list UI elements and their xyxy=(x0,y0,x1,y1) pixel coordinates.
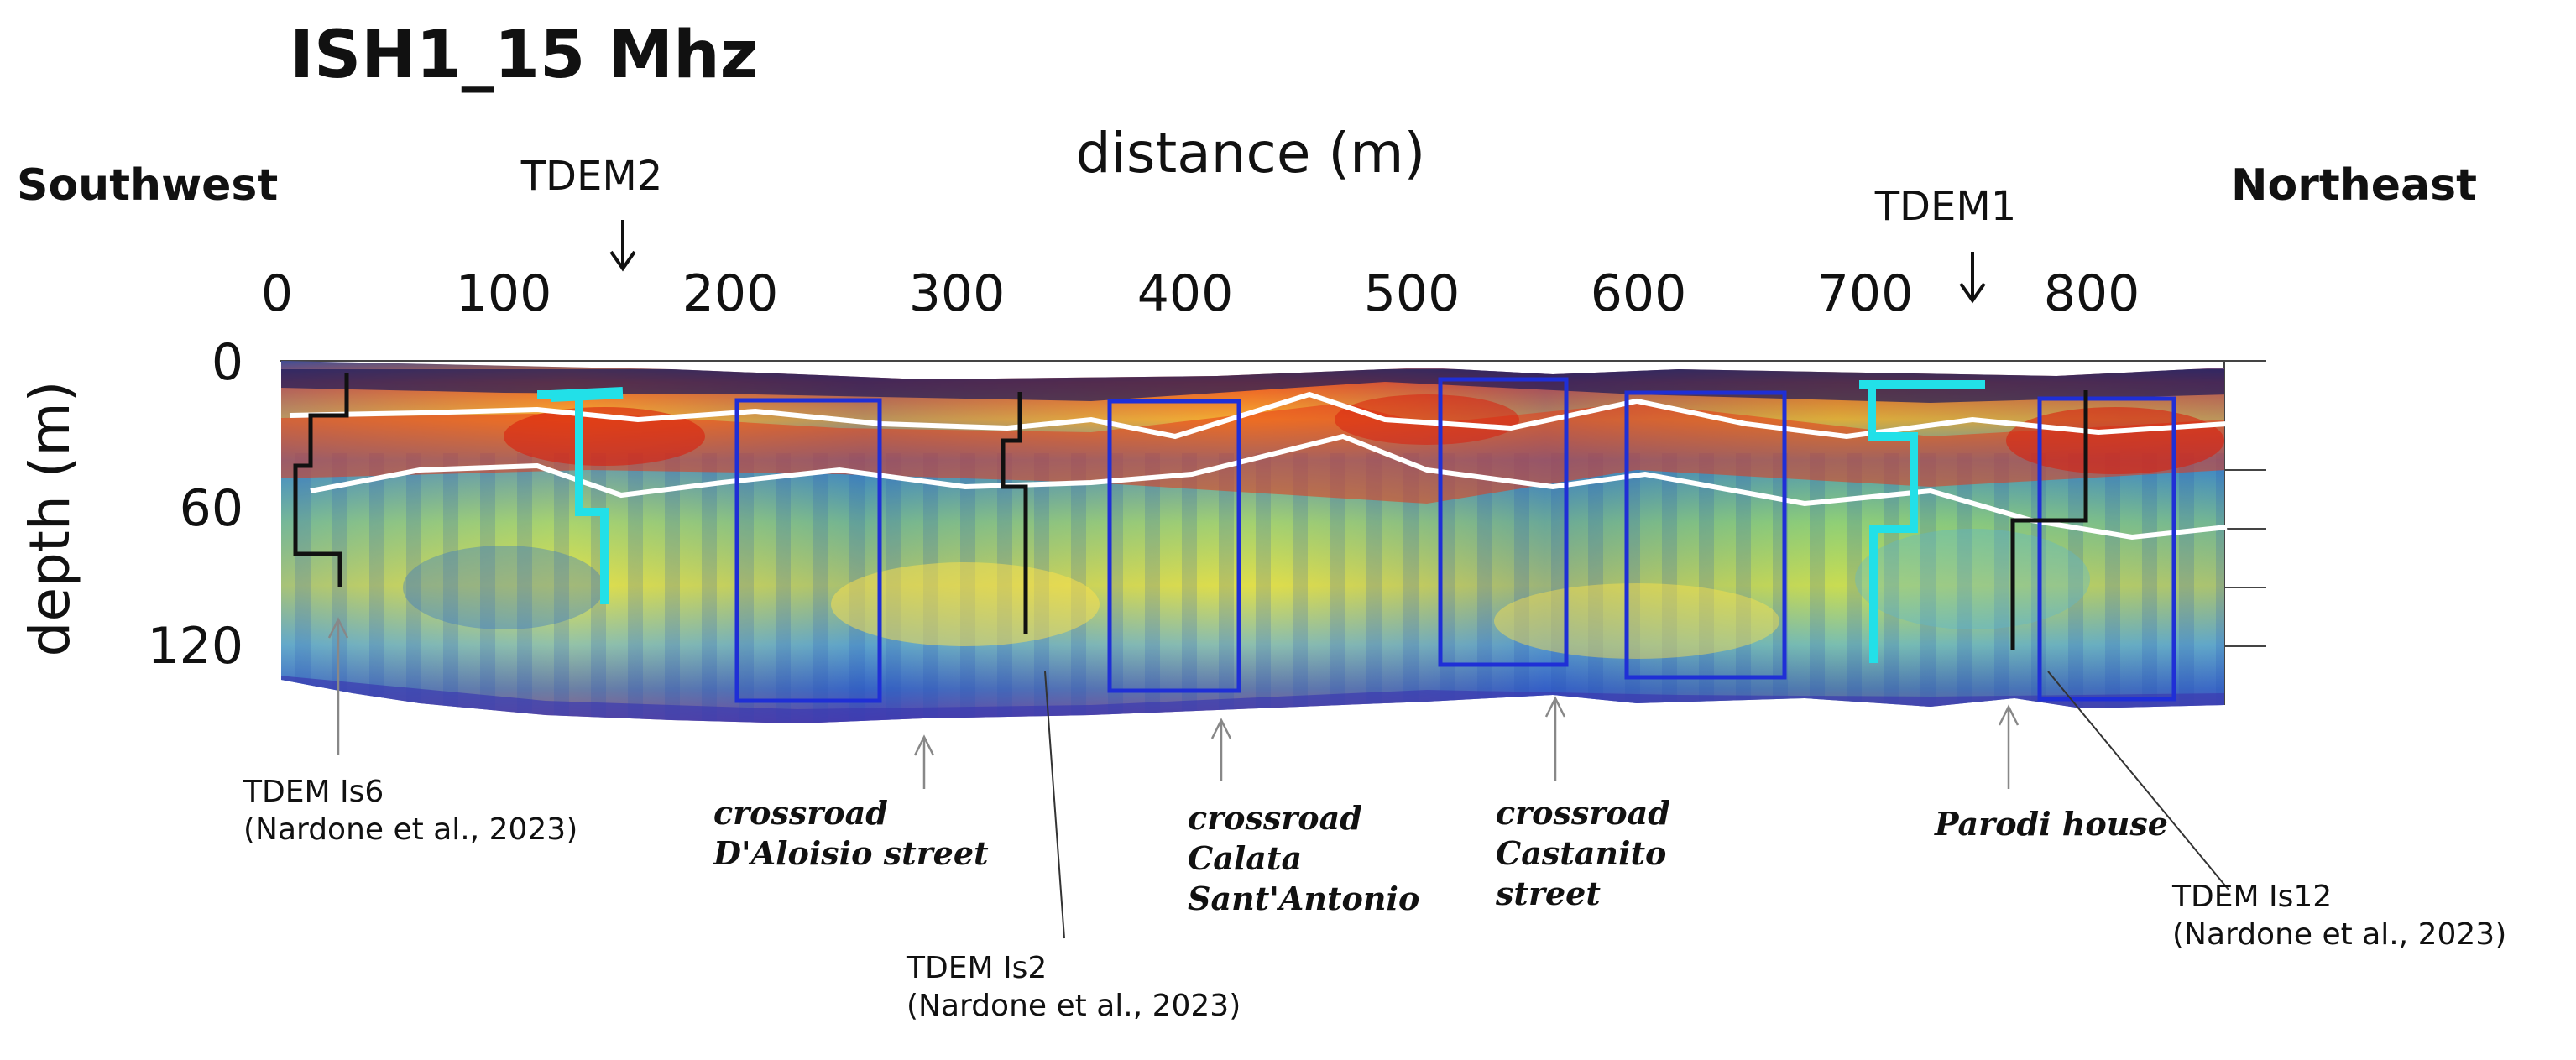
annotation-line: street xyxy=(1495,875,1601,912)
annotation-castanito: crossroad Castanito street xyxy=(1495,794,1670,912)
x-tick-label: 0 xyxy=(261,264,293,323)
southwest-label: Southwest xyxy=(17,160,278,211)
x-tick-label: 500 xyxy=(1364,264,1460,323)
bottom-arrows xyxy=(327,617,2020,789)
x-axis-ticks: 0 100 200 300 400 500 600 700 800 xyxy=(261,264,2140,323)
y-axis-title: depth (m) xyxy=(18,381,82,657)
annotation-line: (Nardone et al., 2023) xyxy=(907,989,1241,1023)
blue-box xyxy=(1438,377,1569,667)
y-tick-label: 120 xyxy=(147,617,243,676)
black-profile-is2 xyxy=(1001,392,1028,634)
cyan-profile-tdem1 xyxy=(1859,380,1985,663)
annotation-line: D'Aloisio street xyxy=(713,834,989,872)
tdem2-arrow xyxy=(609,220,636,272)
y-tick-label: 0 xyxy=(212,333,243,392)
annotation-line: TDEM Is2 xyxy=(906,951,1047,985)
blue-boxes xyxy=(734,377,2176,703)
x-tick-label: 300 xyxy=(909,264,1006,323)
annotation-line: Calata xyxy=(1188,839,1302,877)
annotation-line: crossroad xyxy=(713,794,888,832)
annotation-is12: TDEM Is12 (Nardone et al., 2023) xyxy=(2171,880,2506,952)
annotation-line: Parodi house xyxy=(1934,805,2168,843)
annotation-line: (Nardone et al., 2023) xyxy=(243,812,577,847)
y-tick-label: 60 xyxy=(180,479,243,538)
annotation-line: crossroad xyxy=(1496,794,1670,832)
annotation-is6: TDEM Is6 (Nardone et al., 2023) xyxy=(243,775,577,847)
blue-box xyxy=(1624,390,1787,680)
tdem1-arrow xyxy=(1959,252,1986,304)
tdem1-label: TDEM1 xyxy=(1874,183,2017,230)
x-tick-label: 200 xyxy=(682,264,779,323)
black-profiles xyxy=(293,373,2088,650)
annotation-line: Castanito xyxy=(1496,834,1666,872)
leader-lines xyxy=(1044,671,2229,939)
y-axis-ticks: 0 60 120 xyxy=(147,333,243,676)
cyan-profiles xyxy=(537,380,1985,663)
x-tick-label: 400 xyxy=(1137,264,1234,323)
annotation-parodi: Parodi house xyxy=(1934,805,2168,843)
x-tick-label: 800 xyxy=(2044,264,2140,323)
annotation-line: (Nardone et al., 2023) xyxy=(2172,917,2506,952)
annotation-calata: crossroad Calata Sant'Antonio xyxy=(1188,799,1419,917)
x-axis-title: distance (m) xyxy=(1076,121,1425,185)
blue-box xyxy=(734,398,882,703)
x-tick-label: 700 xyxy=(1817,264,1914,323)
black-profile-is6 xyxy=(293,373,349,587)
annotation-line: TDEM Is6 xyxy=(243,775,384,809)
annotation-line: Sant'Antonio xyxy=(1188,880,1419,917)
x-tick-label: 600 xyxy=(1591,264,1687,323)
annotation-line: TDEM Is12 xyxy=(2171,880,2332,914)
blue-box xyxy=(2037,396,2176,702)
annotation-line: crossroad xyxy=(1188,799,1362,837)
figure-title: ISH1_15 Mhz xyxy=(290,18,758,93)
tdem2-label: TDEM2 xyxy=(520,153,663,200)
annotation-daloisio: crossroad D'Aloisio street xyxy=(713,794,989,872)
northeast-label: Northeast xyxy=(2231,160,2477,211)
x-tick-label: 100 xyxy=(456,264,552,323)
annotation-is2: TDEM Is2 (Nardone et al., 2023) xyxy=(906,951,1241,1023)
blue-box xyxy=(1107,399,1241,693)
black-profile-is12 xyxy=(2010,390,2088,650)
